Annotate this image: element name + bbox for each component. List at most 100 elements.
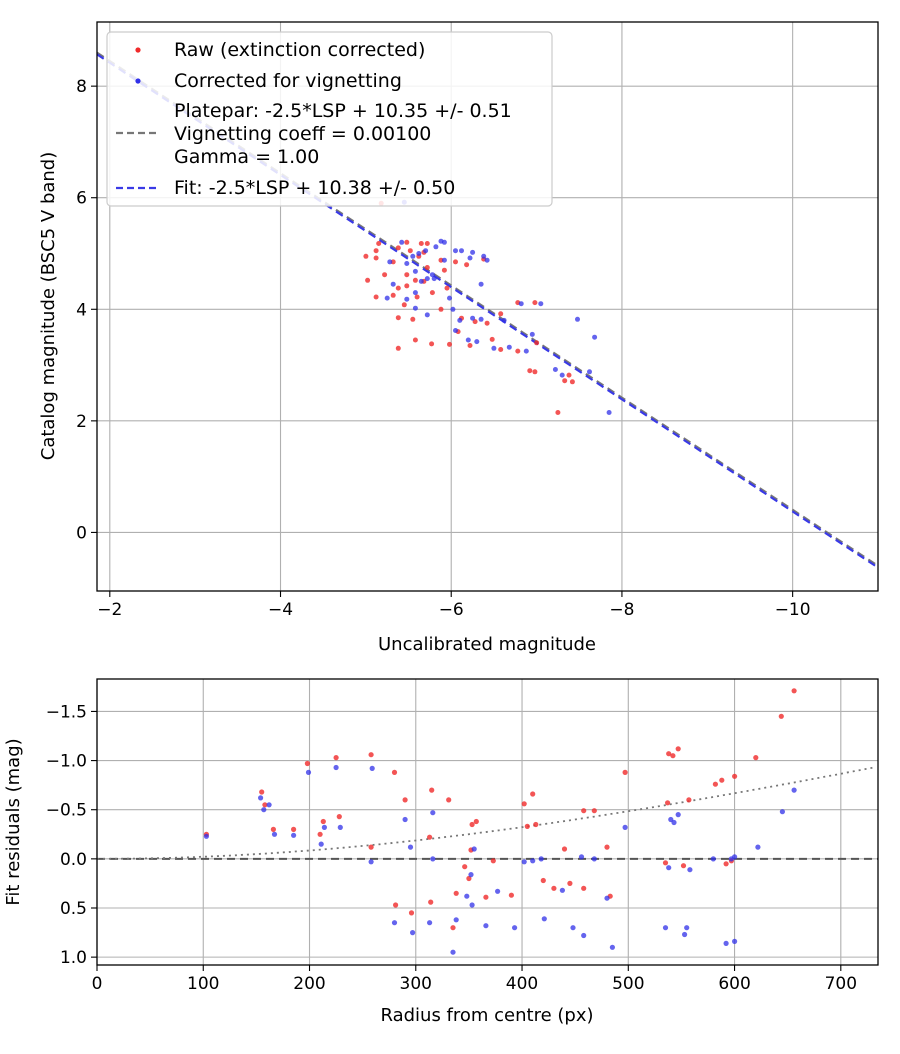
bottom-point-raw xyxy=(368,844,374,850)
top-point-raw xyxy=(484,320,490,326)
bottom-xtick-label: 500 xyxy=(612,974,644,994)
top-point-corrected xyxy=(529,331,535,337)
bottom-point-raw xyxy=(466,875,472,882)
bottom-point-corrected xyxy=(261,807,267,813)
top-point-raw xyxy=(412,277,418,283)
bottom-point-corrected xyxy=(538,856,544,862)
top-point-corrected xyxy=(559,372,565,378)
bottom-point-corrected xyxy=(779,809,786,815)
bottom-point-corrected xyxy=(666,865,672,871)
bottom-plot: 0 100 200 300 400 500 600 700 1.0 0.5 0.0 −0.5 −1.0 −… xyxy=(3,678,879,1026)
legend-marker-corrected xyxy=(135,78,141,84)
top-ytick-label: 4 xyxy=(76,300,87,320)
bottom-point-raw xyxy=(320,818,326,825)
top-point-raw xyxy=(395,245,401,251)
bottom-point-corrected xyxy=(511,925,518,931)
bottom-axes-frame xyxy=(96,678,879,966)
top-point-raw xyxy=(498,347,504,352)
top-point-corrected xyxy=(450,306,456,312)
top-point-raw xyxy=(555,410,561,415)
bottom-point-raw xyxy=(473,818,479,825)
top-point-raw xyxy=(363,253,369,259)
bottom-point-raw xyxy=(262,802,268,808)
bottom-point-corrected xyxy=(410,930,416,936)
top-point-corrected xyxy=(587,369,592,375)
bottom-point-corrected xyxy=(581,932,587,939)
bottom-point-corrected xyxy=(469,902,475,908)
bottom-point-raw xyxy=(791,688,797,694)
bottom-point-raw xyxy=(508,892,514,898)
bottom-ylabel: Fit residuals (mag) xyxy=(3,738,24,905)
legend-label-raw: Raw (extinction corrected) xyxy=(174,39,425,61)
bottom-point-raw xyxy=(483,894,489,900)
top-point-raw xyxy=(373,294,379,300)
top-point-raw xyxy=(382,272,388,278)
top-point-raw xyxy=(414,294,420,300)
top-point-raw xyxy=(453,259,458,265)
bottom-point-raw xyxy=(732,773,738,779)
bottom-point-corrected xyxy=(604,895,610,901)
bottom-point-corrected xyxy=(305,769,312,776)
top-point-corrected xyxy=(491,345,497,351)
top-point-corrected xyxy=(467,255,473,261)
bottom-point-raw xyxy=(490,858,496,864)
bottom-reference-lines xyxy=(97,766,878,860)
bottom-point-corrected xyxy=(578,854,585,860)
top-point-raw xyxy=(418,241,424,246)
bottom-point-corrected xyxy=(671,819,677,826)
top-point-raw xyxy=(429,290,435,296)
top-point-corrected xyxy=(423,248,429,254)
bottom-point-raw xyxy=(581,808,587,814)
top-point-raw xyxy=(441,267,447,273)
top-point-corrected xyxy=(424,276,430,282)
top-point-raw xyxy=(498,311,504,317)
top-scatter-points xyxy=(363,199,612,415)
bottom-point-corrected xyxy=(570,925,576,931)
bottom-point-corrected xyxy=(427,920,433,926)
bottom-point-raw xyxy=(333,755,339,761)
top-point-raw xyxy=(532,369,538,375)
top-point-corrected xyxy=(518,301,524,307)
bottom-point-corrected xyxy=(755,844,761,850)
bottom-xtick-label: 100 xyxy=(187,974,219,994)
legend-label-corrected: Corrected for vignetting xyxy=(174,70,402,92)
bottom-point-corrected xyxy=(559,887,566,893)
top-point-raw xyxy=(404,272,410,278)
top-point-corrected xyxy=(501,317,507,323)
bottom-point-corrected xyxy=(662,925,669,931)
top-point-corrected xyxy=(404,261,410,266)
top-point-corrected xyxy=(459,248,464,254)
bottom-point-raw xyxy=(469,821,475,828)
top-point-raw xyxy=(424,265,430,270)
top-point-corrected xyxy=(453,248,458,254)
legend-marker-raw xyxy=(135,47,141,53)
top-point-corrected xyxy=(478,281,484,287)
top-point-raw xyxy=(467,343,473,348)
bottom-point-corrected xyxy=(732,938,738,945)
bottom-xtick-label: 700 xyxy=(825,974,857,994)
bottom-point-raw xyxy=(259,789,265,795)
top-point-corrected xyxy=(412,305,418,311)
bottom-point-raw xyxy=(429,787,435,793)
top-point-corrected xyxy=(606,410,612,415)
bottom-point-raw xyxy=(446,797,452,803)
top-point-corrected xyxy=(465,337,471,343)
bottom-point-raw xyxy=(604,844,610,850)
bottom-point-corrected xyxy=(609,944,616,950)
top-point-corrected xyxy=(575,316,580,322)
bottom-point-raw xyxy=(622,769,628,776)
bottom-point-raw xyxy=(402,797,408,803)
top-point-raw xyxy=(438,306,444,312)
top-point-corrected xyxy=(481,253,487,259)
bottom-point-raw xyxy=(391,769,398,776)
bottom-ytick-label: −0.5 xyxy=(46,801,87,821)
bottom-point-corrected xyxy=(203,833,209,839)
bottom-point-raw xyxy=(723,861,729,867)
bottom-point-corrected xyxy=(521,859,527,865)
top-point-raw xyxy=(395,285,401,291)
top-point-corrected xyxy=(387,259,393,265)
bottom-point-raw xyxy=(450,925,456,931)
bottom-xtick-label: 600 xyxy=(718,974,750,994)
bottom-point-corrected xyxy=(337,824,343,831)
top-ylabel: Catalog magnitude (BSC5 V band) xyxy=(38,152,59,461)
